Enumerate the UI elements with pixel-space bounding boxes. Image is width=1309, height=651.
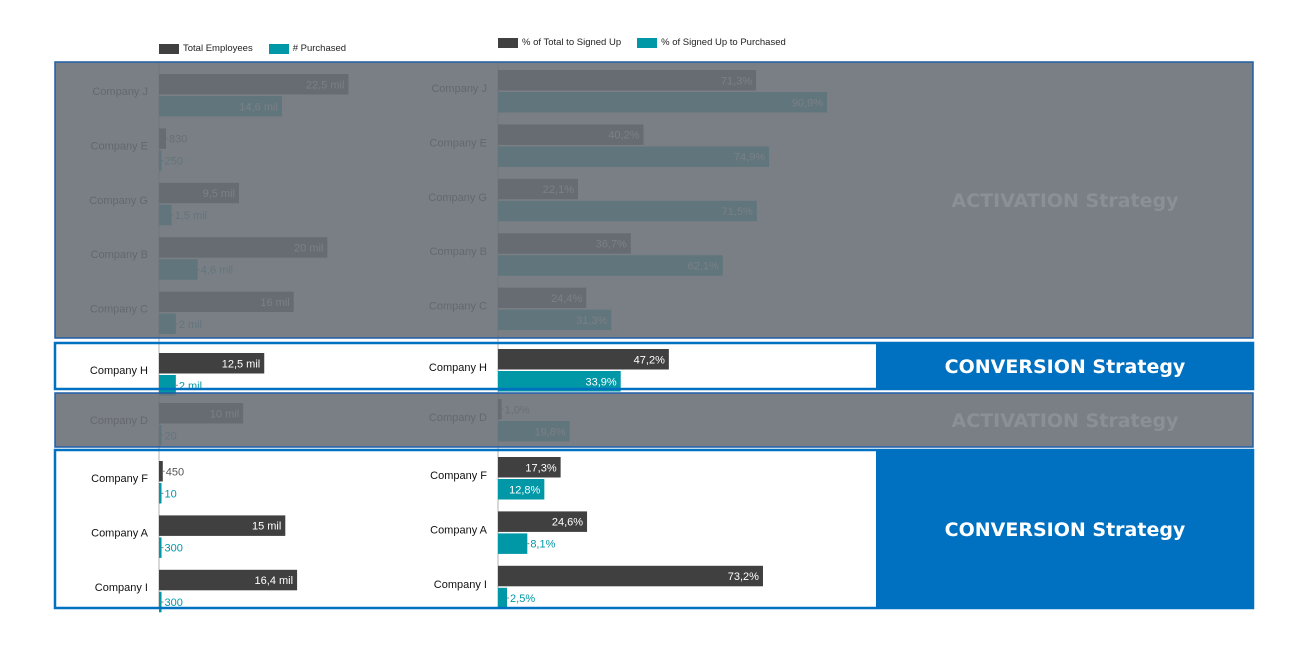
signed-up-to-purchased-bar (498, 587, 508, 609)
conversion-border (53, 448, 1255, 610)
legend-left: Total Employees # Purchased (159, 43, 362, 54)
purchased-bar (159, 591, 162, 613)
purchased-label: 2 mil (179, 380, 202, 392)
signed-up-to-purchased-label: 33,9% (586, 376, 617, 388)
total-employees-bar (159, 353, 265, 374)
conversion-panel (876, 450, 1253, 608)
total-employees-label: 15 mil (252, 521, 281, 533)
conversion-panel (876, 343, 1253, 389)
total-to-signed-up-label: 73,2% (728, 571, 759, 583)
total-employees-label: 450 (166, 466, 184, 478)
right-category-label: Company A (430, 524, 488, 536)
purchased-bar (159, 483, 162, 504)
activation-overlay (55, 393, 1253, 447)
legend-swatch-teal (268, 43, 289, 54)
conversion-strategy-label: CONVERSION Strategy (945, 519, 1186, 541)
left-category-label: Company F (91, 473, 148, 485)
legend-swatch-dark (498, 37, 518, 48)
activation-overlay (55, 62, 1253, 338)
total-to-signed-up-label: 24,6% (552, 517, 583, 529)
right-category-label: Company F (430, 470, 487, 482)
legend-right: % of Total to Signed Up % of Signed Up t… (498, 37, 802, 48)
purchased-bar (159, 375, 176, 396)
right-category-label: Company H (429, 362, 487, 374)
left-category-label: Company I (95, 582, 148, 594)
activation-border (54, 392, 1254, 448)
legend-item-purchased: # Purchased (268, 43, 347, 54)
legend-label: % of Total to Signed Up (522, 37, 622, 48)
activation-strategy-label: ACTIVATION Strategy (952, 410, 1180, 432)
legend-swatch-teal (637, 37, 658, 48)
activation-border (54, 61, 1254, 339)
legend-label: # Purchased (292, 43, 347, 54)
total-to-signed-up-label: 17,3% (525, 462, 556, 474)
purchased-bar (159, 537, 162, 558)
signed-up-to-purchased-label: 2,5% (510, 593, 535, 605)
legend-item-total-employees: Total Employees (159, 43, 253, 54)
signed-up-to-purchased-bar (498, 479, 545, 500)
purchased-label: 300 (165, 543, 183, 555)
signed-up-to-purchased-label: 8,1% (530, 539, 555, 551)
left-category-label: Company A (91, 527, 149, 539)
signed-up-to-purchased-label: 12,8% (509, 484, 540, 496)
total-employees-bar (159, 461, 163, 482)
total-to-signed-up-bar (498, 349, 669, 370)
signed-up-to-purchased-bar (498, 371, 621, 392)
activation-strategy-label: ACTIVATION Strategy (952, 190, 1180, 212)
total-to-signed-up-bar (498, 511, 588, 532)
legend-label: Total Employees (183, 43, 253, 54)
total-to-signed-up-label: 47,2% (634, 354, 665, 366)
total-employees-label: 16,4 mil (255, 575, 294, 587)
right-category-label: Company I (434, 579, 487, 591)
legend-label: % of Signed Up to Purchased (661, 37, 786, 48)
purchased-label: 300 (165, 597, 183, 609)
conversion-strategy-label: CONVERSION Strategy (945, 356, 1186, 378)
total-employees-bar (159, 569, 298, 591)
total-employees-label: 12,5 mil (222, 358, 261, 370)
legend-item-signed-up-to-purchased: % of Signed Up to Purchased (637, 37, 786, 48)
purchased-label: 10 (165, 488, 177, 500)
left-category-label: Company H (90, 365, 148, 377)
total-to-signed-up-bar (498, 565, 763, 587)
total-to-signed-up-bar (498, 457, 561, 478)
overlay-layer: ACTIVATION Strategy CONVERSION Strategy AC… (53, 61, 1255, 610)
legend-swatch-dark (159, 43, 179, 54)
legend-item-total-to-signed-up: % of Total to Signed Up (498, 37, 621, 48)
total-employees-bar (159, 515, 286, 536)
conversion-border (53, 341, 1255, 391)
signed-up-to-purchased-bar (498, 533, 528, 554)
